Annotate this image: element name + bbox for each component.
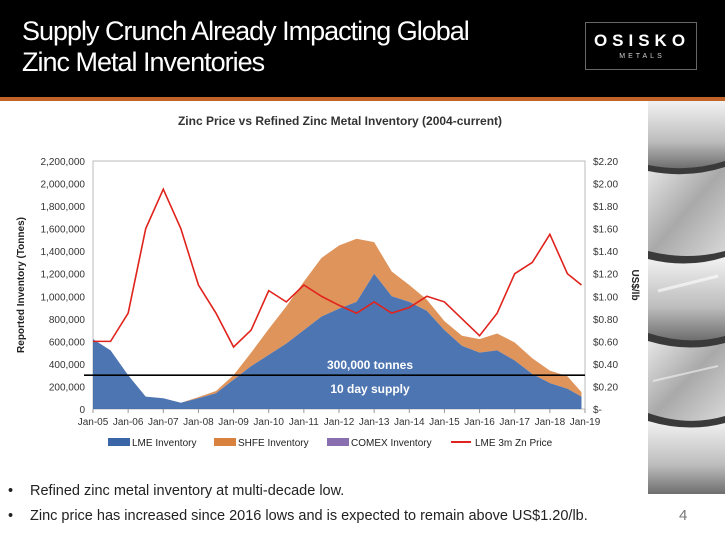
legend-label: COMEX Inventory xyxy=(351,438,432,449)
x-tick-label: Jan-13 xyxy=(359,417,390,428)
bullet-dot: • xyxy=(8,483,14,499)
x-tick-label: Jan-15 xyxy=(429,417,460,428)
shfe-inventory-area xyxy=(93,238,582,403)
y2-tick-label: $1.60 xyxy=(593,225,618,236)
x-tick-label: Jan-12 xyxy=(324,417,355,428)
x-tick-label: Jan-19 xyxy=(570,417,601,428)
y-tick-label: 2,000,000 xyxy=(41,180,86,191)
legend-label: SHFE Inventory xyxy=(238,438,309,449)
y2-tick-label: $0.40 xyxy=(593,360,618,371)
x-tick-label: Jan-18 xyxy=(535,417,566,428)
y2-tick-label: $0.20 xyxy=(593,382,618,393)
bullet-list: • Refined zinc metal inventory at multi-d… xyxy=(8,481,668,531)
y-tick-label: 800,000 xyxy=(49,315,86,326)
legend-swatch xyxy=(327,438,349,446)
header-bar: Supply Crunch Already Impacting Global Z… xyxy=(0,0,725,97)
x-tick-label: Jan-09 xyxy=(218,417,249,428)
x-tick-label: Jan-08 xyxy=(183,417,214,428)
y2-tick-label: $- xyxy=(593,405,602,416)
chart-title: Zinc Price vs Refined Zinc Metal Invento… xyxy=(178,114,502,128)
legend-label: LME 3m Zn Price xyxy=(475,438,553,449)
y2-tick-label: $0.60 xyxy=(593,337,618,348)
y-tick-label: 2,200,000 xyxy=(41,157,86,168)
y2-tick-label: $2.00 xyxy=(593,180,618,191)
y2-tick-label: $1.40 xyxy=(593,247,618,258)
y-tick-label: 400,000 xyxy=(49,360,86,371)
zinc-chart: Zinc Price vs Refined Zinc Metal Invento… xyxy=(16,114,640,449)
x-tick-label: Jan-16 xyxy=(464,417,495,428)
logo-subtitle: METALS xyxy=(619,53,665,60)
y-tick-label: 200,000 xyxy=(49,382,86,393)
header-divider xyxy=(0,97,725,101)
y-tick-label: 1,600,000 xyxy=(41,225,86,236)
zinc-price-line xyxy=(93,187,582,349)
y-tick-label: 1,800,000 xyxy=(41,202,86,213)
x-tick-label: Jan-10 xyxy=(253,417,284,428)
slide-title: Supply Crunch Already Impacting Global Z… xyxy=(22,16,542,78)
x-tick-label: Jan-11 xyxy=(289,417,319,428)
legend-label: LME Inventory xyxy=(132,438,196,449)
y-tick-label: 1,200,000 xyxy=(41,270,86,281)
osisko-logo: OSISKO METALS xyxy=(585,22,697,70)
page-number: 4 xyxy=(679,507,688,524)
y-axis-label: Reported Inventory (Tonnes) xyxy=(16,217,27,353)
legend-swatch xyxy=(214,438,236,446)
y-tick-label: 600,000 xyxy=(49,337,86,348)
logo-word: OSISKO xyxy=(593,31,691,50)
legend-swatch xyxy=(108,438,130,446)
slide-title-line-1: Supply Crunch Already Impacting Global xyxy=(22,16,470,46)
x-tick-label: Jan-05 xyxy=(78,417,109,428)
y2-tick-label: $2.20 xyxy=(593,157,618,168)
zinc-ingot-photo xyxy=(648,101,725,494)
y2-tick-label: $1.20 xyxy=(593,270,618,281)
y-tick-label: 1,400,000 xyxy=(41,247,86,258)
bullet-text: Zinc price has increased since 2016 lows… xyxy=(30,508,588,524)
annotation-label-supply: 10 day supply xyxy=(330,382,410,396)
y-tick-label: 1,000,000 xyxy=(41,292,86,303)
y2-tick-label: $1.00 xyxy=(593,292,618,303)
bullet-dot: • xyxy=(8,508,14,524)
x-tick-label: Jan-14 xyxy=(394,417,425,428)
x-tick-label: Jan-06 xyxy=(113,417,144,428)
bullet-text: Refined zinc metal inventory at multi-de… xyxy=(30,483,345,499)
bullet-item: • Refined zinc metal inventory at multi-d… xyxy=(8,481,668,506)
x-tick-label: Jan-17 xyxy=(499,417,530,428)
y2-tick-label: $1.80 xyxy=(593,202,618,213)
y-tick-label: 0 xyxy=(79,405,85,416)
y2-tick-label: $0.80 xyxy=(593,315,618,326)
bullet-item: • Zinc price has increased since 2016 low… xyxy=(8,506,668,531)
legend: LME Inventory SHFE Inventory COMEX Invento… xyxy=(108,438,553,449)
annotation-label-tonnes: 300,000 tonnes xyxy=(327,358,413,372)
y2-axis-label: US$/lb xyxy=(629,269,640,300)
slide-title-line-2: Zinc Metal Inventories xyxy=(22,47,265,77)
x-tick-label: Jan-07 xyxy=(148,417,179,428)
